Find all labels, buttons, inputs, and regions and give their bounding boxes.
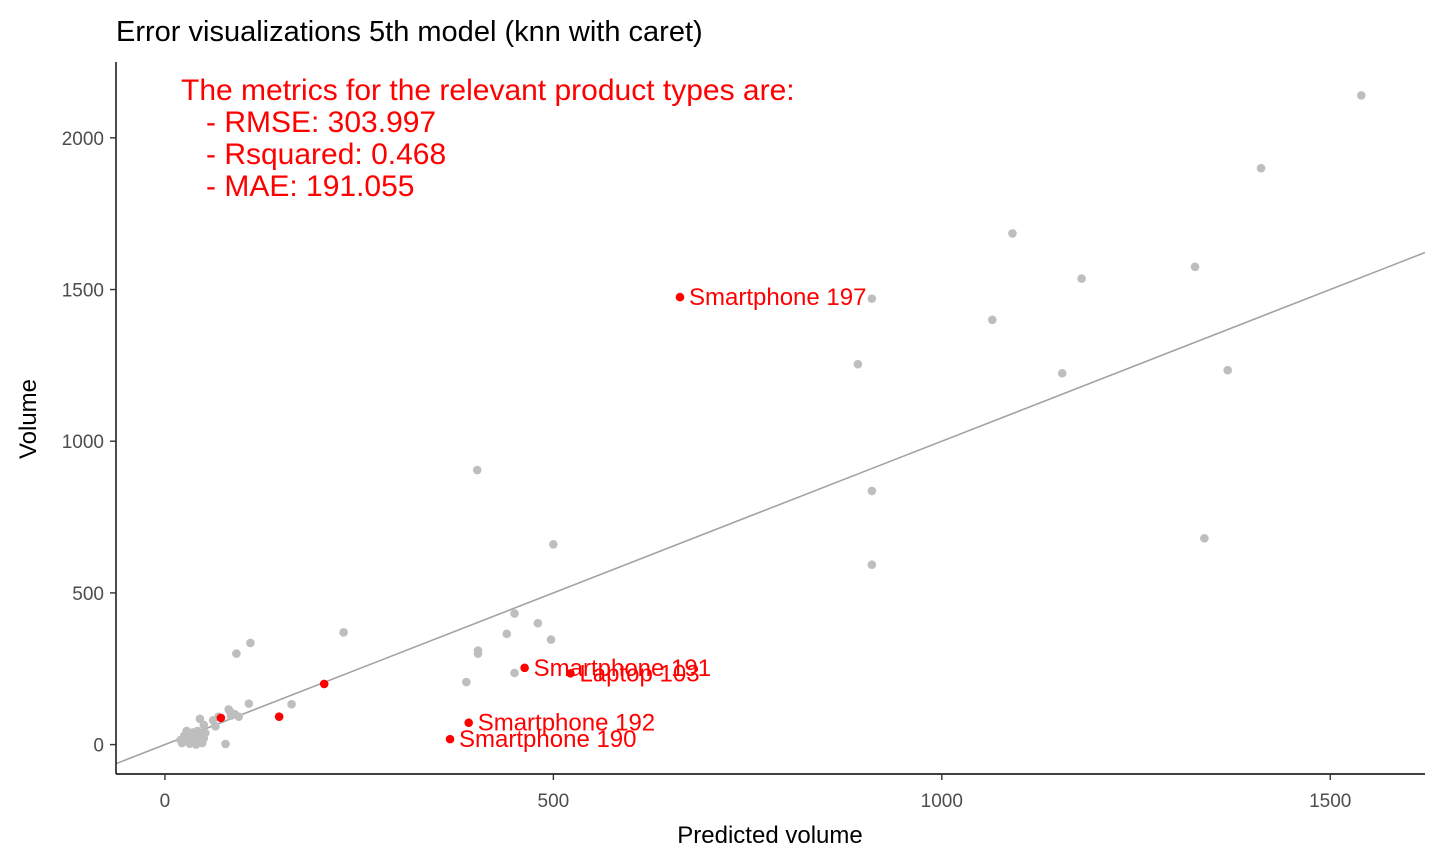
chart-title: Error visualizations 5th model (knn with… bbox=[116, 16, 703, 48]
data-point bbox=[462, 677, 471, 687]
point-label: Smartphone 191 bbox=[534, 655, 711, 682]
data-point bbox=[472, 465, 482, 475]
data-point bbox=[232, 649, 241, 658]
highlight-point bbox=[216, 713, 226, 723]
data-point bbox=[867, 294, 877, 303]
data-point bbox=[1256, 163, 1266, 173]
highlight-point bbox=[566, 668, 575, 678]
data-point bbox=[244, 699, 254, 708]
point-label: Smartphone 197 bbox=[689, 284, 866, 311]
x-axis-title: Predicted volume bbox=[677, 822, 862, 849]
data-point bbox=[502, 629, 512, 639]
annotation-line: - Rsquared: 0.468 bbox=[181, 138, 446, 171]
x-tick-label: 1500 bbox=[1309, 791, 1351, 812]
data-point bbox=[339, 628, 348, 637]
data-point bbox=[473, 649, 483, 658]
y-tick-label: 1500 bbox=[62, 281, 104, 302]
highlight-point bbox=[464, 718, 473, 728]
x-tick-label: 500 bbox=[538, 791, 570, 812]
highlight-point bbox=[319, 679, 329, 689]
data-point bbox=[867, 486, 877, 496]
data-point bbox=[1200, 533, 1209, 543]
data-point bbox=[192, 737, 202, 747]
axes: 0 500 1000 1500 0 500 1000 1500 2000 bbox=[62, 62, 1425, 812]
point-label: Laptop 103 bbox=[579, 660, 699, 687]
data-point bbox=[201, 728, 210, 738]
data-point bbox=[1223, 365, 1232, 375]
point-label: Smartphone 190 bbox=[459, 726, 636, 753]
x-tick-label: 1000 bbox=[921, 791, 963, 812]
highlight-point bbox=[274, 712, 284, 721]
annotation-line: The metrics for the relevant product typ… bbox=[181, 74, 795, 107]
y-tick-label: 0 bbox=[93, 736, 104, 757]
y-tick-label: 2000 bbox=[62, 129, 104, 150]
annotation-line: - MAE: 191.055 bbox=[181, 170, 414, 203]
data-point bbox=[287, 699, 296, 709]
reference-line bbox=[116, 251, 1425, 765]
point-label: Smartphone 192 bbox=[478, 710, 655, 737]
data-point bbox=[211, 722, 220, 731]
data-point bbox=[510, 609, 519, 618]
data-point bbox=[246, 638, 255, 648]
y-tick-label: 500 bbox=[72, 584, 104, 605]
data-point bbox=[221, 739, 230, 749]
x-tick-label: 0 bbox=[160, 791, 171, 812]
highlight-point bbox=[675, 292, 685, 302]
highlight-point bbox=[520, 663, 529, 673]
data-point bbox=[1190, 262, 1200, 272]
data-point bbox=[533, 618, 543, 628]
y-axis-title: Volume bbox=[15, 379, 42, 459]
data-point bbox=[1008, 229, 1017, 238]
annotation-line: - RMSE: 303.997 bbox=[181, 106, 436, 139]
data-point bbox=[225, 707, 235, 717]
metrics-annotation: The metrics for the relevant product typ… bbox=[181, 74, 795, 203]
data-point bbox=[987, 315, 997, 325]
data-point bbox=[549, 540, 558, 549]
data-point bbox=[1057, 368, 1067, 378]
data-point bbox=[546, 635, 556, 644]
data-point bbox=[1077, 274, 1086, 283]
highlight-point bbox=[445, 734, 455, 744]
data-point bbox=[186, 730, 195, 739]
data-point bbox=[1356, 91, 1366, 100]
data-point bbox=[510, 668, 519, 678]
y-tick-label: 1000 bbox=[62, 432, 104, 453]
data-point bbox=[199, 720, 209, 730]
data-point bbox=[853, 359, 863, 369]
data-point bbox=[867, 560, 877, 569]
